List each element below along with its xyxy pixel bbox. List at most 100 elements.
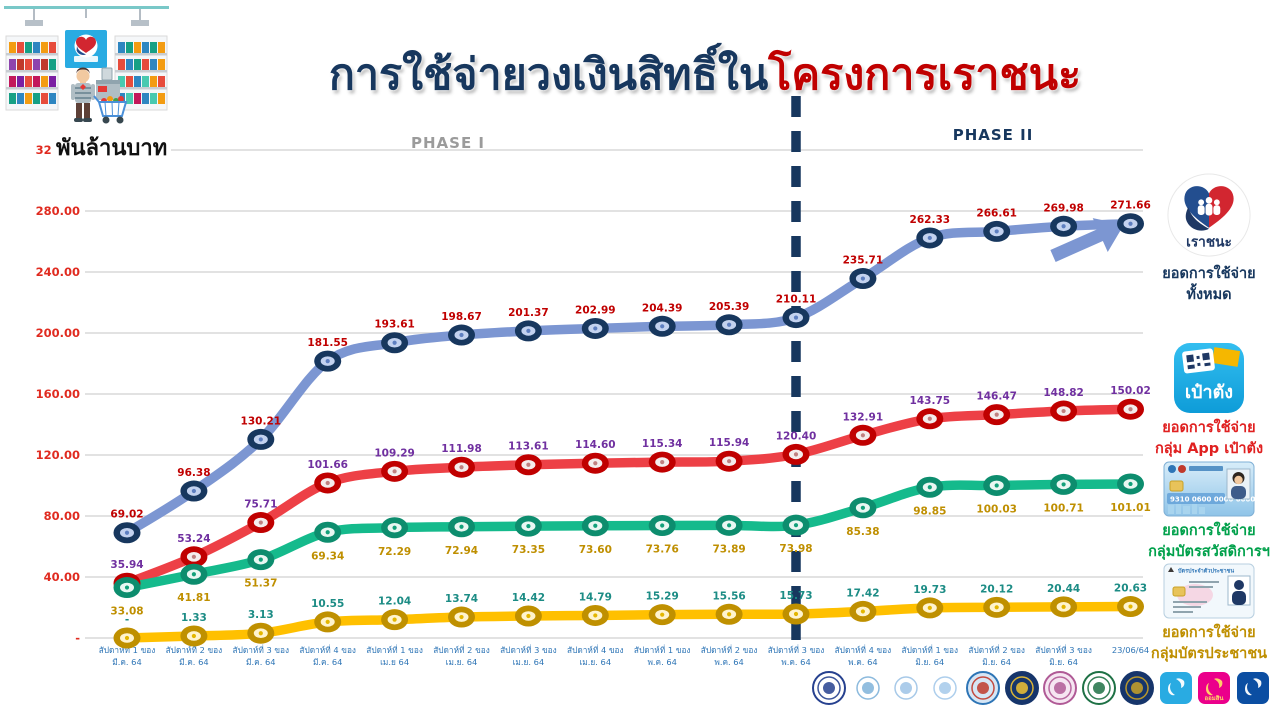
- x-tick-label: สัปดาห์ที่ 1 ของมี.ค. 64: [99, 644, 156, 667]
- data-label: 111.98: [441, 443, 482, 455]
- data-label: 13.74: [445, 593, 478, 605]
- data-label: 19.73: [913, 584, 946, 596]
- y-tick-label: 240.00: [36, 265, 80, 279]
- series-line-welfare: [122, 479, 1136, 593]
- ministry-of-public-health-seal: [1081, 671, 1116, 705]
- comptroller-general-logo: [889, 671, 923, 705]
- x-tick-label: สัปดาห์ที่ 3 ของพ.ค. 64: [768, 644, 825, 667]
- treasury-department-seal: [1004, 671, 1039, 705]
- legend-item-welfare-card: 9310 0600 0000 0000 ยอดการใช้จ่าย กลุ่มบ…: [1138, 461, 1280, 563]
- x-tick-label: สัปดาห์ที่ 2 ของเม.ย. 64: [433, 644, 490, 667]
- data-label: 20.12: [980, 583, 1013, 595]
- data-label: 100.71: [1043, 502, 1084, 514]
- data-label: 15.29: [646, 591, 679, 603]
- data-label: 202.99: [575, 304, 616, 316]
- x-tick-label: สัปดาห์ที่ 1 ของพ.ค. 64: [634, 644, 691, 667]
- data-label: 51.37: [244, 578, 277, 590]
- data-label: 266.61: [976, 207, 1017, 219]
- x-tick-label: สัปดาห์ที่ 3 ของมี.ค. 64: [233, 644, 290, 667]
- series-labels-welfare: 33.08 41.81 51.37 69.34 72.29 72.94 73.35 73.60…: [110, 502, 1150, 618]
- data-label: 73.76: [646, 544, 679, 556]
- x-tick-label: สัปดาห์ที่ 2 ของมิ.ย. 64: [968, 644, 1025, 667]
- x-tick-label: สัปดาห์ที่ 4 ของเม.ย. 64: [567, 644, 624, 667]
- data-label: 14.42: [512, 592, 545, 604]
- customs-department-seal: [966, 671, 1000, 705]
- checkout-counter: [96, 67, 120, 100]
- rao-chana-logo-text: เราชนะ: [1186, 234, 1232, 250]
- series-markers-idcard: [113, 596, 1144, 649]
- series-labels-idcard: - 1.33 3.13 10.55 12.04 13.74 14.42 14.79 15.29 1…: [125, 583, 1147, 626]
- legend-total-line2: ทั้งหมด: [1186, 287, 1232, 303]
- gsb-bank-logo: ออมสิน: [1198, 672, 1230, 704]
- data-label: 20.44: [1047, 583, 1080, 595]
- data-label: 114.60: [575, 439, 616, 451]
- ceiling-line: [4, 6, 169, 9]
- excise-department-logo: [927, 671, 962, 705]
- data-label: 73.35: [512, 544, 545, 556]
- data-label: 115.34: [642, 438, 683, 450]
- x-tick-label: สัปดาห์ที่ 1 ของเม.ย 64: [366, 644, 423, 667]
- welfare-card-icon: 9310 0600 0000 0000: [1163, 461, 1255, 517]
- fiscal-policy-office-logo: [850, 671, 885, 705]
- supermarket-illustration: [4, 6, 169, 134]
- y-tick-label: 280.00: [36, 204, 80, 218]
- ceiling-lamps: [25, 9, 149, 26]
- data-label: 120.40: [776, 430, 817, 442]
- y-axis-title: พันล้านบาท: [52, 130, 172, 165]
- data-label: 204.39: [642, 302, 683, 314]
- legend-idcard-line2: กลุ่มบัตรประชาชน: [1150, 646, 1268, 662]
- series-labels-total: 69.02 96.38 130.21 181.55 193.61 198.67 201.37…: [110, 200, 1150, 521]
- card-photo-silhouette: [1227, 575, 1251, 606]
- data-label: 69.34: [311, 550, 344, 562]
- data-label: 269.98: [1043, 202, 1084, 214]
- data-label: 75.71: [244, 499, 277, 511]
- data-label: 69.02: [110, 509, 143, 521]
- paotang-app-text: เป๋าตัง: [1185, 382, 1233, 403]
- card-chip: [1169, 480, 1184, 492]
- data-label: 1.33: [181, 612, 207, 624]
- legend-welfare-line2: กลุ่มบัตรสวัสดิการฯ: [1148, 544, 1270, 560]
- data-label: 150.02: [1110, 385, 1151, 397]
- data-label: 146.47: [976, 391, 1017, 403]
- data-label: 98.85: [913, 505, 946, 517]
- heart-icon: [76, 36, 96, 53]
- phase-1-label: PHASE I: [410, 134, 485, 152]
- data-label: 85.38: [846, 526, 879, 538]
- data-label: 73.60: [579, 544, 612, 556]
- data-label: 10.55: [311, 598, 344, 610]
- data-label: 101.01: [1110, 502, 1151, 514]
- data-label: 96.38: [177, 467, 210, 479]
- data-label: 115.94: [709, 437, 750, 449]
- data-label: 198.67: [441, 311, 482, 323]
- data-label: 210.11: [776, 294, 817, 306]
- svg-text:ออมสิน: ออมสิน: [1205, 694, 1225, 702]
- series-line-idcard: [122, 601, 1136, 643]
- page-title: การใช้จ่ายวงเงินสิทธิ์ในโครงการเราชนะ: [170, 40, 1240, 108]
- y-tick-label: 120.00: [36, 448, 80, 462]
- sepo-seal: [1043, 671, 1077, 705]
- data-label: 73.89: [712, 543, 745, 555]
- card-skyline: [1168, 501, 1205, 514]
- series-markers-total: [113, 213, 1144, 544]
- legend-item-id-card: บัตรประจำตัวประชาชน ยอดการใช้จ่าย กลุ่มบ…: [1138, 563, 1280, 665]
- data-label: 33.08: [110, 606, 143, 618]
- data-label: 14.79: [579, 591, 612, 603]
- store-sign-rao-chana: [65, 30, 107, 68]
- krungthai-bank-logo: [1236, 672, 1269, 704]
- rao-chana-logo-icon: เราชนะ: [1167, 173, 1251, 257]
- data-label: 262.33: [910, 214, 951, 226]
- x-tick-label: สัปดาห์ที่ 1 ของมิ.ย. 64: [902, 644, 959, 667]
- x-tick-label: สัปดาห์ที่ 3 ของเม.ย. 64: [500, 644, 557, 667]
- national-id-card-icon: บัตรประจำตัวประชาชน: [1163, 563, 1255, 619]
- data-label: 17.42: [846, 587, 879, 599]
- left-shelf: [5, 35, 59, 111]
- chart-legend: เราชนะ ยอดการใช้จ่าย ทั้งหมด: [1138, 0, 1280, 720]
- data-label: 101.66: [307, 459, 348, 471]
- data-label: 143.75: [910, 395, 951, 407]
- x-tick-label: สัปดาห์ที่ 4 ของพ.ค. 64: [835, 644, 892, 667]
- series-line-total: [122, 218, 1136, 538]
- x-tick-label: 23/06/64: [1112, 645, 1149, 655]
- data-label: 113.61: [508, 441, 549, 453]
